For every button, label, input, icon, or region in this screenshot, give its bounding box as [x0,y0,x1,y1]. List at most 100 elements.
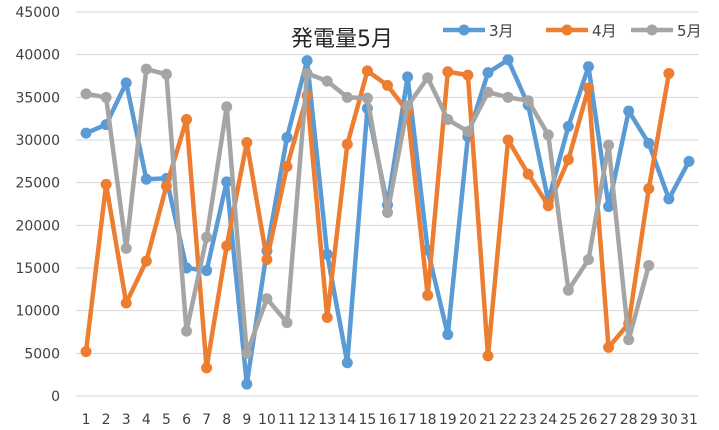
data-point [201,362,213,374]
x-tick-label: 7 [202,412,211,428]
data-point [321,248,333,260]
x-tick-label: 20 [459,412,477,428]
data-point [140,63,152,75]
y-axis-ticks: 0 5000 10000 15000 20000 25000 30000 35000 40000… [15,5,60,405]
series-line [83,68,672,371]
data-point [241,347,253,359]
data-point [321,75,333,87]
y-tick-label: 10000 [15,304,60,320]
data-point [80,127,92,139]
data-point [341,138,353,150]
x-tick-label: 12 [298,412,316,428]
x-tick-label: 3 [122,412,131,428]
data-point [582,253,594,265]
data-point [502,134,514,146]
data-point [643,137,655,149]
x-tick-label: 28 [620,412,638,428]
data-point [522,95,534,107]
data-point [462,69,474,81]
x-tick-label: 6 [182,412,191,428]
data-point [241,137,253,149]
x-tick-label: 13 [318,412,336,428]
y-tick-label: 20000 [15,218,60,234]
data-point [160,68,172,80]
data-point [542,200,554,212]
x-tick-label: 16 [379,412,397,428]
y-tick-label: 45000 [15,5,60,21]
data-point [120,242,132,254]
y-tick-label: 40000 [15,48,60,64]
x-tick-label: 31 [680,412,698,428]
data-point [402,100,414,112]
data-point [201,265,213,277]
x-tick-label: 11 [278,412,296,428]
data-point [643,259,655,271]
data-point [281,160,293,172]
x-tick-label: 15 [358,412,376,428]
data-point [683,155,695,167]
data-point [301,67,313,79]
data-point [562,284,574,296]
x-tick-label: 1 [82,412,91,428]
data-point [643,183,655,195]
data-point [361,65,373,77]
data-point [603,201,615,213]
x-tick-label: 14 [338,412,356,428]
data-point [181,114,193,126]
x-tick-label: 19 [439,412,457,428]
data-point [522,168,534,180]
data-point [482,86,494,98]
x-tick-label: 17 [399,412,417,428]
data-point [100,91,112,103]
data-point [482,350,494,362]
data-point [341,91,353,103]
y-tick-label: 35000 [15,90,60,106]
data-point [502,91,514,103]
data-point [402,71,414,83]
series-group [80,54,695,390]
data-point [382,207,393,219]
series-3 [80,63,655,359]
x-tick-label: 26 [580,412,598,428]
x-axis-ticks: 1 2 3 4 5 6 7 8 9 10 11 12 13 14 15 16 17 18 19 20 21 22 23 24 2… [82,412,698,428]
x-tick-label: 25 [559,412,577,428]
x-tick-label: 2 [102,412,111,428]
data-point [341,357,353,369]
x-tick-label: 9 [242,412,251,428]
data-point [422,289,434,301]
legend-item: 3月 [443,22,514,40]
legend-item: 5月 [631,22,702,40]
y-tick-label: 25000 [15,176,60,192]
data-point [462,125,474,137]
x-tick-label: 27 [600,412,618,428]
data-point [281,131,293,143]
data-point [482,67,494,79]
data-point [542,129,554,141]
legend-label: 3月 [489,22,514,40]
legend-marker [561,24,573,36]
legend-label: 4月 [592,22,617,40]
data-point [181,325,193,337]
data-point [562,120,574,132]
chart-title: 発電量5月 [291,27,393,52]
data-point [582,82,594,94]
series-2 [80,65,675,374]
x-tick-label: 10 [258,412,276,428]
data-point [80,346,92,358]
data-point [80,88,92,100]
data-point [261,293,273,305]
data-point [120,77,132,89]
legend-marker [646,24,658,36]
y-tick-label: 5000 [24,346,60,362]
x-tick-label: 18 [419,412,437,428]
data-point [502,54,514,66]
data-point [120,297,132,309]
data-point [261,253,273,265]
data-point [623,334,635,346]
x-tick-label: 29 [640,412,658,428]
data-point [442,66,454,78]
data-point [140,255,152,267]
x-tick-label: 23 [519,412,537,428]
